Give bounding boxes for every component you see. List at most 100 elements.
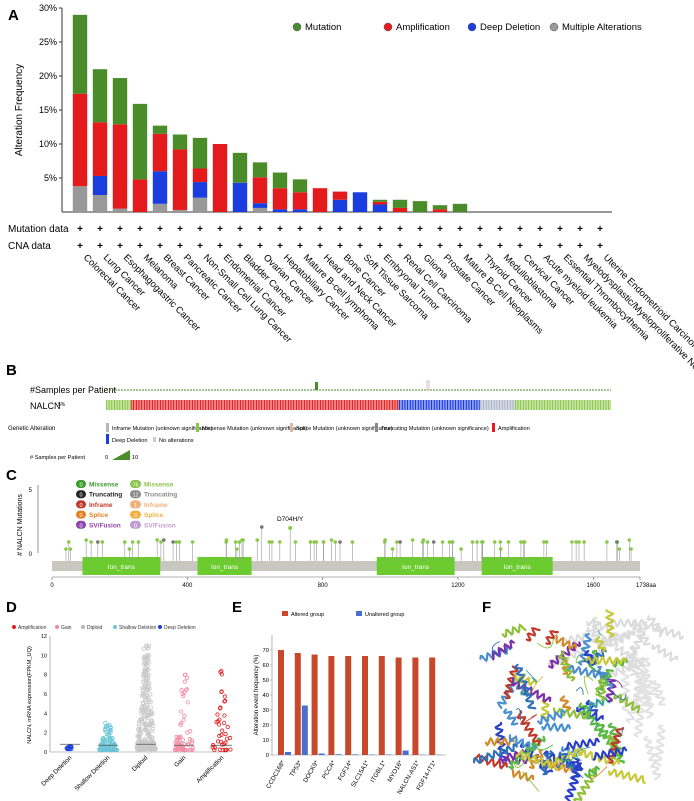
e-bar-unaltered (352, 754, 359, 755)
b-oncoprint-sample (403, 400, 405, 410)
c-xtick-label: 1738aa (636, 583, 657, 589)
b-oncoprint-segment (479, 400, 516, 410)
c-legend-count-badge (76, 480, 86, 488)
a-legend-swatch (383, 22, 393, 32)
f-helix (607, 768, 646, 784)
a-cna-data-mark: + (117, 241, 123, 252)
b-legend-label: Missense Mutation (unknown significance) (202, 426, 307, 432)
a-cna-data-mark: + (517, 241, 523, 252)
b-legend-label: Amplification (498, 426, 530, 432)
b-oncoprint-sample (185, 400, 187, 410)
b-oncoprint-sample (553, 400, 555, 410)
d-point (103, 720, 108, 726)
f-helix (525, 627, 541, 642)
panel-f: F (473, 599, 685, 801)
f-helix (502, 708, 519, 726)
b-oncoprint-sample (392, 400, 394, 410)
b-scale-wedge (112, 450, 130, 460)
c-lollipop-head (312, 540, 316, 544)
d-point (222, 713, 227, 718)
d-point (149, 718, 154, 723)
d-point (216, 722, 222, 727)
e-category-label: DOCK9* (302, 759, 320, 784)
b-oncoprint-sample (275, 400, 277, 410)
f-helix (540, 750, 555, 776)
b-oncoprint-sample (153, 400, 155, 410)
b-oncoprint-sample (240, 400, 242, 410)
e-legend-label: Altered group (291, 612, 324, 618)
b-oncoprint-sample (516, 400, 518, 410)
e-category-label: PCCA* (321, 759, 337, 780)
b-oncoprint-sample (411, 400, 413, 410)
c-legend-count: 76 (132, 483, 138, 489)
d-point (141, 654, 147, 659)
b-oncoprint-sample (500, 400, 502, 410)
c-lollipop-head (122, 540, 127, 544)
c-legend-count: 12 (132, 493, 138, 499)
b-oncoprint-sample (238, 400, 240, 410)
c-xtick-label: 0 (50, 583, 54, 589)
f-loop (491, 641, 501, 658)
a-cna-data-mark: + (197, 241, 203, 252)
a-cna-data-mark: + (317, 241, 323, 252)
a-bar-deep-deletion (192, 182, 208, 198)
c-legend-count: 0 (79, 493, 82, 499)
d-point (146, 681, 152, 686)
b-oncoprint-sample (406, 400, 408, 410)
f-helix (528, 749, 544, 770)
b-oncoprint-sample (316, 400, 318, 410)
a-mutation-data-mark: + (97, 224, 103, 235)
b-oncoprint-sample (521, 400, 523, 410)
b-oncoprint-sample (513, 400, 515, 410)
f-helix (557, 650, 576, 682)
a-mutation-data-mark: + (357, 224, 363, 235)
f-helix (606, 733, 621, 760)
c-domain (82, 557, 161, 575)
b-scale-min: 0 (105, 455, 108, 461)
d-point (147, 723, 152, 728)
b-oncoprint-sample (432, 400, 434, 410)
c-domain (376, 557, 455, 575)
f-helix (585, 699, 599, 716)
a-bar-amplification (92, 122, 108, 176)
b-oncoprint-sample (321, 400, 323, 410)
a-bar-deep-deletion (92, 175, 108, 195)
b-oncoprint-sample (177, 400, 179, 410)
d-point (215, 712, 220, 717)
a-mutation-data-mark: + (197, 224, 203, 235)
b-oncoprint-sample (495, 400, 497, 410)
b-oncoprint-sample (475, 400, 477, 410)
a-mutation-data-mark: + (317, 224, 323, 235)
c-lollipop-head (259, 525, 264, 529)
d-point (145, 676, 151, 681)
b-oncoprint-sample (244, 400, 246, 410)
c-ytick-label: 5 (29, 488, 33, 494)
b-oncoprint-sample (188, 400, 190, 410)
f-helix-background (633, 697, 647, 738)
b-oncoprint-sample (556, 400, 558, 410)
d-point (142, 727, 148, 732)
d-point (179, 688, 184, 693)
a-mutation-data-mark: + (537, 224, 543, 235)
b-oncoprint-sample (400, 400, 402, 410)
b-oncoprint-sample (136, 400, 138, 410)
d-category-cloud (97, 720, 120, 753)
e-ylabel: Alteration event frequency (%) (254, 655, 260, 736)
e-bar-altered (294, 653, 301, 755)
c-lollipop-head (398, 540, 402, 544)
b-oncoprint-sample (152, 400, 154, 410)
b-oncoprint-sample (579, 400, 581, 410)
c-lollipop-head (617, 547, 622, 551)
b-oncoprint-sample (304, 400, 306, 410)
b-oncoprint-sample (424, 400, 426, 410)
b-oncoprint-sample (479, 400, 481, 410)
b-samples-label: #Samples per Patient (30, 385, 117, 395)
d-point (188, 729, 193, 734)
f-loop (575, 687, 584, 695)
c-lollipop-head (519, 540, 523, 544)
b-oncoprint-sample (450, 400, 452, 410)
c-legend-label: Truncating (89, 492, 122, 499)
e-bar-altered (429, 657, 436, 755)
a-cna-data-mark: + (177, 241, 183, 252)
